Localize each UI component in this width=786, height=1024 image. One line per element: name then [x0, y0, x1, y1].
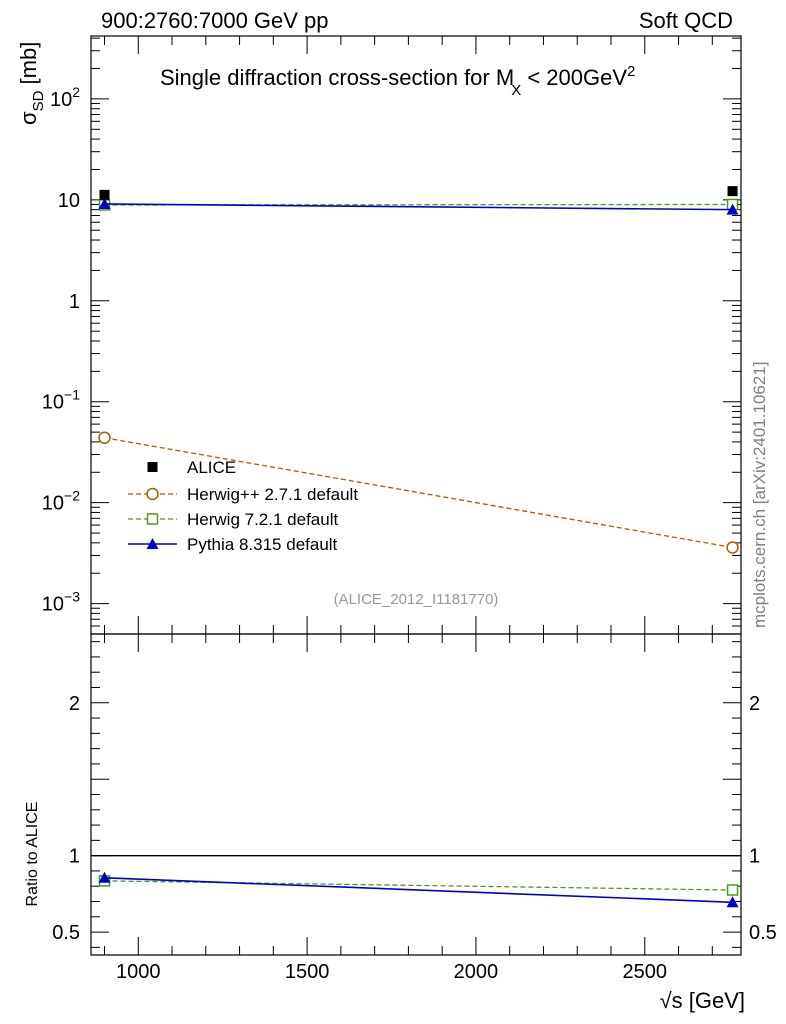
ratio-y-tick-label-right: 2 — [749, 693, 760, 715]
analysis-tag: (ALICE_2012_I1181770) — [334, 591, 499, 608]
x-tick-label: 1500 — [285, 961, 330, 983]
ratio-y-tick-label-right: 0.5 — [749, 922, 777, 944]
main-herwig-2-7-1-default-point — [726, 541, 739, 554]
main-y-tick-label: 10−2 — [42, 488, 80, 515]
legend: ALICE Herwig++ 2.7.1 default Herwig 7.2.1 … — [128, 458, 358, 554]
main-y-tick-label: 10 — [58, 190, 80, 212]
ratio-plot-area: 1000 1500 2000 2500 0.5 0.5 1 1 2 2 — [52, 633, 777, 983]
main-y-tick-label: 10−3 — [42, 589, 80, 616]
legend-herwig-7-2-1-default-marker — [146, 513, 159, 525]
legend-alice-label: ALICE — [187, 458, 236, 477]
legend-pythia-8-315-default-marker — [146, 538, 159, 549]
main-y-label-unit: [mb] — [16, 42, 41, 91]
main-pythia-8-315-default-point — [726, 203, 739, 215]
main-pythia-8-315-default-line — [104, 203, 733, 211]
main-title-sup: 2 — [627, 63, 635, 80]
header-left: 900:2760:7000 GeV pp — [101, 8, 329, 33]
main-alice-point — [99, 189, 110, 200]
main-y-tick-exp: −2 — [64, 488, 80, 504]
ratio-y-tick-label-left: 0.5 — [52, 922, 80, 944]
main-title-sub: X — [511, 82, 521, 99]
main-y-tick-base: 10 — [42, 594, 64, 616]
ratio-frame — [90, 633, 742, 956]
main-y-tick-base: 10 — [50, 89, 72, 111]
main-title-pre: Single diffraction cross-section for M — [160, 65, 514, 90]
main-y-tick-exp: −1 — [64, 387, 80, 403]
ratio-y-tick-label-left: 2 — [69, 693, 80, 715]
legend-alice-marker — [147, 462, 158, 472]
x-tick-label: 1000 — [116, 961, 161, 983]
main-title-mid: < 200GeV — [521, 65, 627, 90]
header-right: Soft QCD — [639, 8, 733, 33]
ratio-y-label: Ratio to ALICE — [24, 802, 41, 907]
main-alice-point — [727, 186, 738, 197]
main-y-label: σSD [mb] — [16, 42, 47, 125]
ratio-y-tick-label-left: 1 — [69, 846, 80, 868]
main-y-tick-label: 10−1 — [42, 387, 80, 414]
main-herwig-2-7-1-default-point — [98, 431, 111, 444]
main-y-tick-base: 10 — [42, 493, 64, 515]
watermark: mcplots.cern.ch [arXiv:2401.10621] — [750, 362, 769, 628]
legend-herwig-2-7-1-default-label: Herwig++ 2.7.1 default — [187, 485, 358, 504]
main-y-tick-base: 10 — [58, 190, 80, 212]
legend-herwig-2-7-1-default-marker — [146, 487, 159, 501]
ratio-herwig-7-2-1-default-point — [726, 884, 739, 896]
main-herwig-2-7-1-default-line — [104, 437, 733, 549]
main-y-tick-base: 10 — [42, 392, 64, 414]
main-y-label-sym: σ — [16, 111, 41, 125]
ratio-pythia-8-315-default-point — [726, 896, 739, 908]
legend-herwig-7-2-1-default-label: Herwig 7.2.1 default — [187, 510, 338, 529]
main-y-tick-label: 102 — [50, 84, 80, 111]
ratio-y-tick-label-right: 1 — [749, 846, 760, 868]
main-y-tick-label: 1 — [69, 291, 80, 313]
ratio-pythia-8-315-default-line — [104, 877, 733, 904]
main-pythia-8-315-default-point — [98, 197, 111, 209]
x-tick-label: 2000 — [454, 961, 499, 983]
x-axis-label: √s [GeV] — [660, 988, 745, 1013]
legend-pythia-8-315-default-label: Pythia 8.315 default — [187, 535, 338, 554]
main-y-tick-exp: −3 — [64, 589, 80, 605]
main-y-label-sub: SD — [30, 90, 47, 111]
main-y-tick-base: 1 — [69, 291, 80, 313]
main-y-tick-exp: 2 — [72, 84, 80, 100]
ratio-pythia-8-315-default-point — [98, 871, 111, 883]
x-tick-label: 2500 — [623, 961, 668, 983]
